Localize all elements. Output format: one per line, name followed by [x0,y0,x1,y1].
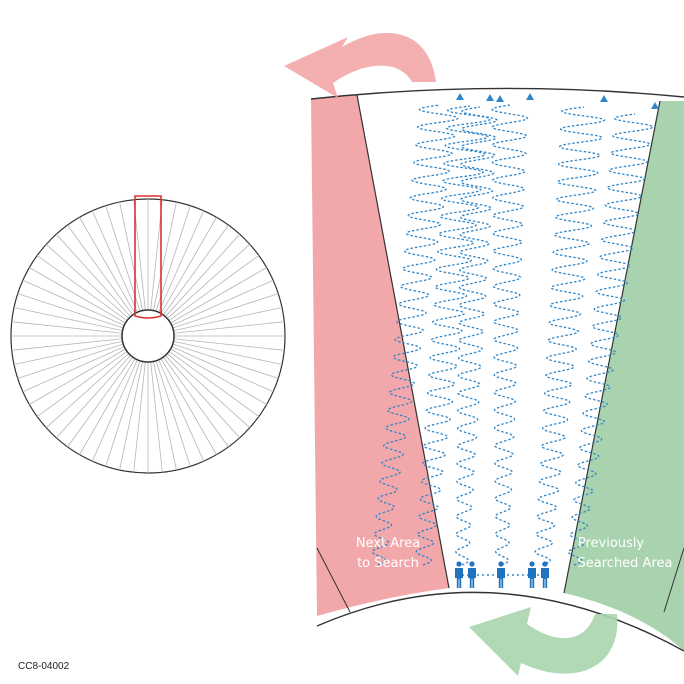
top-arrow [284,32,436,99]
disk-inner-circle [121,309,175,363]
disk-spoke [11,321,123,334]
disk-spoke [165,355,240,439]
disk-spoke [155,360,191,467]
disk-spoke [167,244,251,319]
curved-arrow-left-icon [284,32,436,99]
disk-spoke [170,267,267,324]
disk-spoke [13,341,123,365]
overview-disk [10,195,286,474]
next-area-divider [316,547,351,613]
next-area-label-line2: to Search [357,556,419,571]
search-path-line [491,104,529,566]
sector-bottom-boundary [316,591,684,652]
person-icon [541,561,549,588]
next-area-label-line1: Next Area [356,536,420,551]
search-area-left-edge [356,94,450,589]
disk-spoke [67,224,134,316]
disk-spoke [45,353,129,428]
search-paths [371,93,659,566]
previous-area-label-line1: Previously [578,536,645,551]
disk-spoke [17,343,124,379]
disk-spoke [165,233,240,317]
disk-spoke [17,293,124,329]
disk-spoke [36,350,128,417]
disk-spoke [22,279,125,326]
next-area-region [311,95,449,616]
disk-spoke [160,217,217,314]
disk-spoke [171,279,274,326]
triangle-marker-icon [496,95,504,102]
previous-area-divider [663,547,684,613]
searcher-group [455,561,549,588]
disk-spoke [171,346,274,393]
disk-spoke [150,361,163,473]
disk-spoke [36,255,128,322]
disk-spoke [172,343,279,379]
disk-spoke [133,361,146,473]
disk-spoke [153,201,177,311]
locator-box [134,195,162,319]
disk-spoke [45,244,129,319]
disk-spokes [11,199,285,473]
person-icon [455,561,463,588]
disk-spoke [173,341,283,365]
disk-spoke [13,307,123,331]
triangle-marker-icon [526,93,534,100]
bottom-arrow [469,607,618,676]
disk-spoke [29,267,126,324]
triangle-marker-icon [651,102,659,109]
disk-spoke [153,361,177,471]
disk-spoke [173,307,283,331]
disk-spoke [91,359,138,462]
search-path-line [415,105,492,566]
disk-spoke [172,293,279,329]
disk-spoke [173,338,285,351]
disk-spoke [91,210,138,313]
disk-spoke [160,358,217,455]
disk-spoke [119,361,143,471]
disk-spoke [22,346,125,393]
person-icon [468,561,476,588]
person-icon [497,561,505,588]
disk-spoke [11,338,123,351]
sector-top-boundary [310,87,684,100]
disk-spoke [170,348,267,405]
disk-spoke [119,201,143,311]
disk-spoke [29,348,126,405]
figure-code: CC8-04002 [18,661,70,672]
search-path-line [455,106,498,566]
enlarged-sector [310,87,684,652]
disk-spoke [56,355,131,439]
triangle-marker-icon [456,93,464,100]
disk-spoke [56,233,131,317]
disk-spoke [162,356,229,448]
search-path-line [371,104,459,566]
disk-spoke [79,358,136,455]
disk-spoke [167,353,251,428]
search-area-right-edge [563,100,661,594]
disk-spoke [158,359,205,462]
disk-spoke [158,210,205,313]
previously-searched-region [564,101,684,651]
disk-spoke [168,350,260,417]
triangle-marker-icon [486,94,494,101]
search-path-line [567,113,654,566]
triangle-marker-icon [600,95,608,102]
disk-spoke [67,356,134,448]
person-icon [528,561,536,588]
search-path-line [534,106,606,566]
previous-area-label-line2: Searched Area [578,556,673,571]
disk-spoke [173,321,285,334]
disk-spoke [162,224,229,316]
disk-spoke [168,255,260,322]
disk-spoke [105,360,141,467]
disk-spoke [79,217,136,314]
curved-arrow-left-icon [469,607,618,676]
